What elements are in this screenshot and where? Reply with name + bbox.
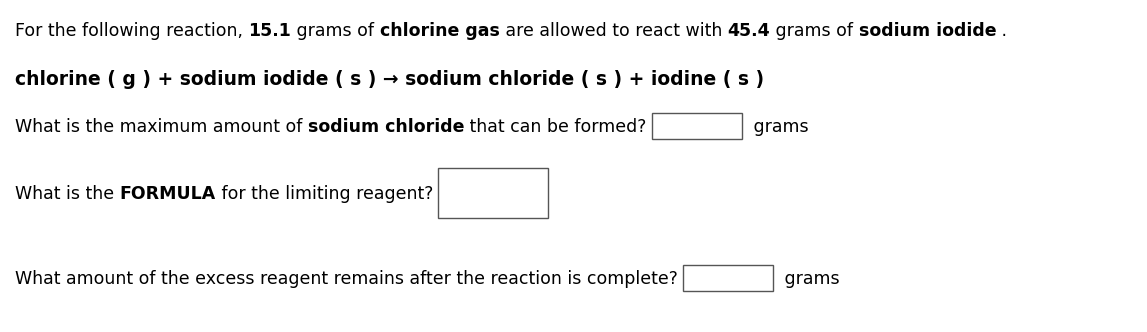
- Text: grams: grams: [779, 270, 840, 288]
- Text: sodium iodide: sodium iodide: [859, 22, 997, 40]
- Text: sodium chloride: sodium chloride: [307, 118, 465, 136]
- Text: 45.4: 45.4: [727, 22, 771, 40]
- Text: For the following reaction,: For the following reaction,: [15, 22, 249, 40]
- Text: What amount of the excess reagent remains after the reaction is complete?: What amount of the excess reagent remain…: [15, 270, 678, 288]
- Text: for the limiting reagent?: for the limiting reagent?: [216, 185, 434, 203]
- Text: grams: grams: [748, 118, 809, 136]
- Text: FORMULA: FORMULA: [119, 185, 216, 203]
- Text: are allowed to react with: are allowed to react with: [500, 22, 727, 40]
- Bar: [682, 265, 773, 291]
- Text: 15.1: 15.1: [249, 22, 291, 40]
- Text: that can be formed?: that can be formed?: [465, 118, 647, 136]
- Bar: [438, 168, 548, 218]
- Text: What is the: What is the: [15, 185, 119, 203]
- Text: .: .: [997, 22, 1007, 40]
- Text: chlorine gas: chlorine gas: [380, 22, 500, 40]
- Text: grams of: grams of: [291, 22, 380, 40]
- Bar: [651, 113, 742, 139]
- Text: grams of: grams of: [771, 22, 859, 40]
- Text: What is the maximum amount of: What is the maximum amount of: [15, 118, 307, 136]
- Text: chlorine ( g ) + sodium iodide ( s ) → sodium chloride ( s ) + iodine ( s ): chlorine ( g ) + sodium iodide ( s ) → s…: [15, 70, 764, 89]
